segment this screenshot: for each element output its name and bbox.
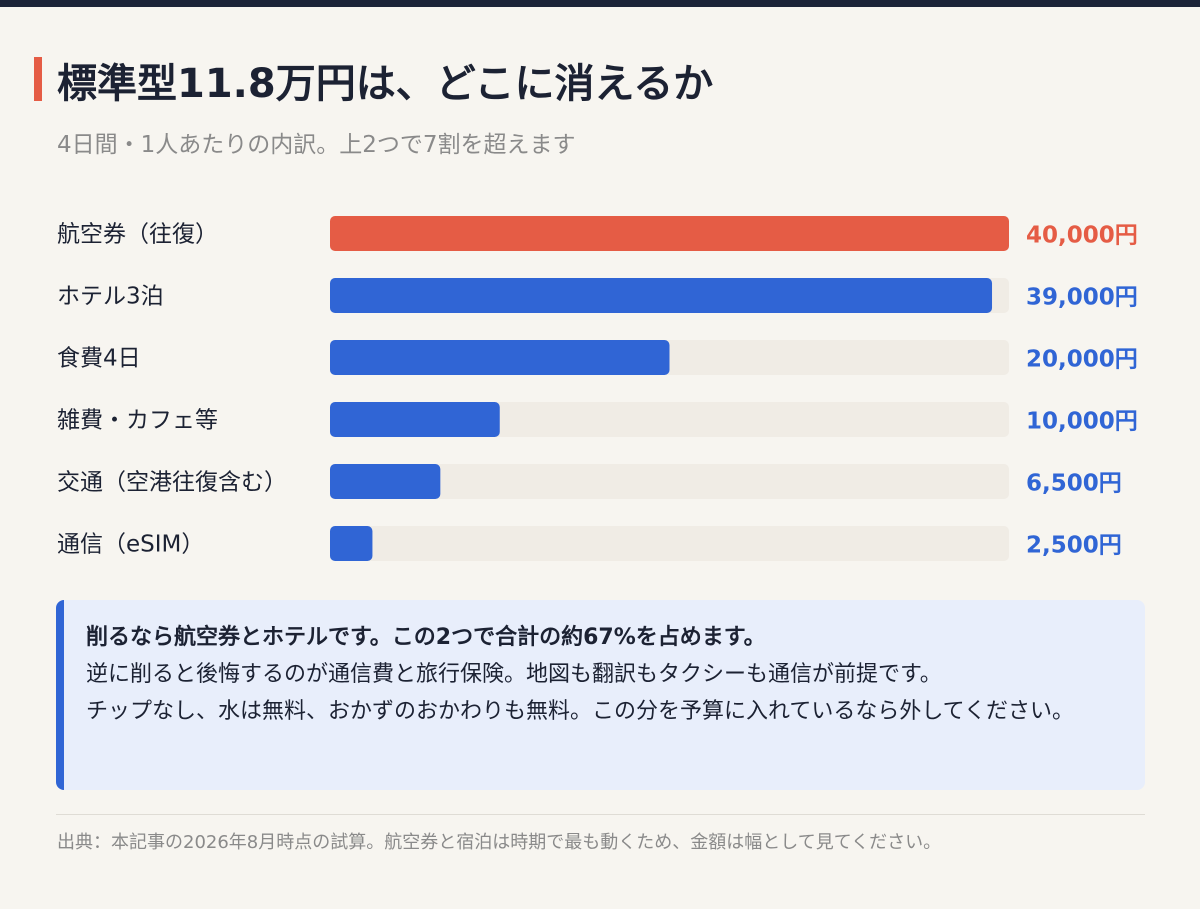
bar [330, 402, 500, 437]
bar [330, 216, 1009, 251]
bar-track [330, 278, 1009, 313]
bar-track [330, 216, 1009, 251]
bar [330, 526, 373, 561]
note-line-2: 逆に削ると後悔するのが通信費と旅行保険。地図も翻訳もタクシーも通信が前提です。 [86, 662, 942, 687]
note-accent-bar [56, 600, 64, 790]
bar [330, 278, 993, 313]
note-line-3: チップなし、水は無料、おかずのおかわりも無料。この分を予算に入れているなら外して… [86, 699, 1075, 724]
bar-track [330, 526, 1009, 561]
bar [330, 340, 670, 375]
value-label: 39,000円 [1026, 285, 1138, 311]
source-note: 出典：本記事の2026年8月時点の試算。航空券と宿泊は時期で最も動くため、金額は… [57, 832, 942, 853]
value-label: 6,500円 [1026, 471, 1122, 497]
footer-divider [56, 814, 1145, 815]
bar-track [330, 464, 1009, 499]
page-subtitle: 4日間・1人あたりの内訳。上2つで7割を超えます [57, 132, 576, 158]
category-label: 食費4日 [57, 346, 141, 372]
category-label: 雑費・カフェ等 [57, 408, 218, 434]
note-box: 削るなら航空券とホテルです。この2つで合計の約67%を占めます。 逆に削ると後悔… [56, 600, 1145, 790]
bar-track [330, 402, 1009, 437]
value-label: 20,000円 [1026, 347, 1138, 373]
bar [330, 464, 441, 499]
value-label: 40,000円 [1026, 223, 1138, 249]
bar-track [330, 340, 1009, 375]
note-lead: 削るなら航空券とホテルです。この2つで合計の約67%を占めます。 [86, 625, 766, 650]
value-label: 10,000円 [1026, 409, 1138, 435]
top-rule [0, 0, 1200, 7]
page-title: 標準型11.8万円は、どこに消えるか [57, 61, 714, 107]
category-label: 通信（eSIM） [57, 532, 204, 558]
category-label: 交通（空港往復含む） [57, 470, 287, 496]
category-label: ホテル3泊 [57, 284, 164, 310]
category-label: 航空券（往復） [57, 222, 218, 248]
title-accent-bar [34, 57, 42, 101]
value-label: 2,500円 [1026, 533, 1122, 559]
